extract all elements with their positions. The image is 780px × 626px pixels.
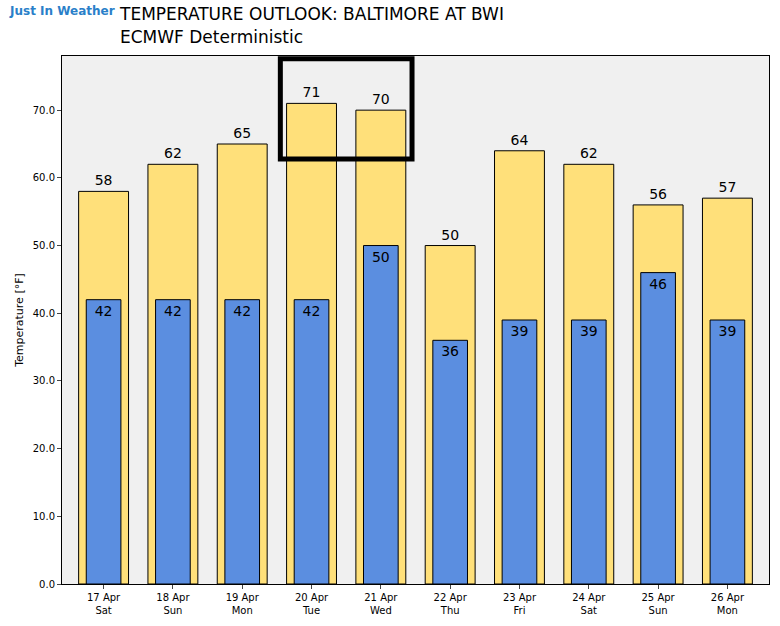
svg-text:56: 56 xyxy=(649,186,667,202)
svg-text:17 AprSat: 17 AprSat xyxy=(87,592,121,616)
svg-text:18 AprSun: 18 AprSun xyxy=(156,592,190,616)
svg-text:40.0: 40.0 xyxy=(33,308,55,319)
svg-text:42: 42 xyxy=(164,303,182,319)
svg-text:0.0: 0.0 xyxy=(39,579,55,590)
svg-text:39: 39 xyxy=(580,323,598,339)
svg-text:10.0: 10.0 xyxy=(33,511,55,522)
svg-text:19 AprMon: 19 AprMon xyxy=(226,592,260,616)
svg-text:50: 50 xyxy=(441,227,459,243)
svg-text:58: 58 xyxy=(95,172,113,188)
svg-text:62: 62 xyxy=(164,145,182,161)
svg-text:TEMPERATURE OUTLOOK: BALTIMORE: TEMPERATURE OUTLOOK: BALTIMORE AT BWIECM… xyxy=(119,4,504,46)
svg-text:46: 46 xyxy=(649,276,667,292)
svg-text:50: 50 xyxy=(372,249,390,265)
svg-text:21 AprWed: 21 AprWed xyxy=(364,592,398,616)
svg-text:30.0: 30.0 xyxy=(33,375,55,386)
svg-text:24 AprSat: 24 AprSat xyxy=(572,592,606,616)
svg-text:39: 39 xyxy=(718,323,736,339)
svg-text:42: 42 xyxy=(95,303,113,319)
svg-text:36: 36 xyxy=(441,343,459,359)
svg-text:62: 62 xyxy=(580,145,598,161)
svg-text:26 AprMon: 26 AprMon xyxy=(711,592,745,616)
svg-text:70: 70 xyxy=(372,91,390,107)
svg-text:42: 42 xyxy=(303,303,321,319)
svg-text:39: 39 xyxy=(511,323,529,339)
svg-text:57: 57 xyxy=(718,179,736,195)
svg-text:70.0: 70.0 xyxy=(33,105,55,116)
svg-text:71: 71 xyxy=(303,84,321,100)
svg-text:64: 64 xyxy=(511,132,529,148)
svg-text:65: 65 xyxy=(233,125,251,141)
svg-text:50.0: 50.0 xyxy=(33,240,55,251)
svg-text:20 AprTue: 20 AprTue xyxy=(295,592,329,616)
svg-text:20.0: 20.0 xyxy=(33,443,55,454)
svg-text:Just In Weather: Just In Weather xyxy=(9,4,115,18)
svg-text:22 AprThu: 22 AprThu xyxy=(434,592,468,616)
svg-text:25 AprSun: 25 AprSun xyxy=(641,592,675,616)
svg-text:42: 42 xyxy=(233,303,251,319)
svg-text:23 AprFri: 23 AprFri xyxy=(503,592,537,616)
svg-text:60.0: 60.0 xyxy=(33,172,55,183)
svg-text:Temperature [°F]: Temperature [°F] xyxy=(13,273,26,368)
